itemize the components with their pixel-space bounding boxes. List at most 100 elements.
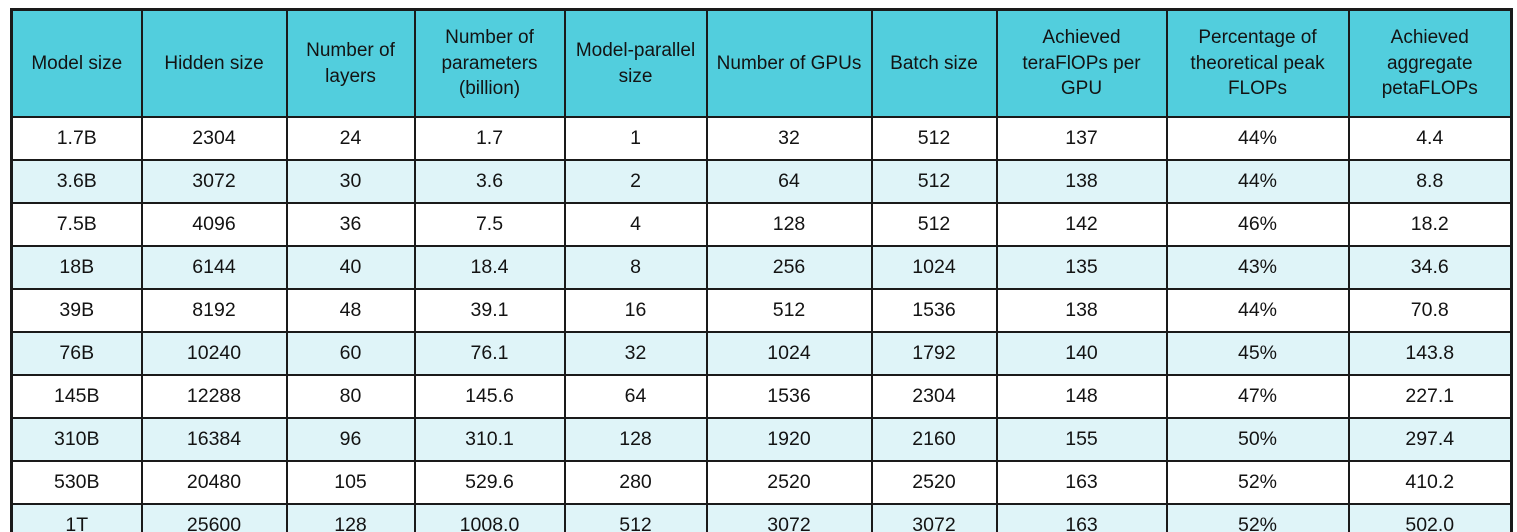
table-cell: 16	[563, 288, 708, 333]
table-cell: 1536	[705, 374, 873, 419]
table-row: 39B 8192 48 39.1 16 512 1536 138 44% 70.8	[10, 288, 1513, 333]
table-row: 145B 12288 80 145.6 64 1536 2304 148 47% 227.1	[10, 374, 1513, 419]
table-cell: 64	[563, 374, 708, 419]
table-cell: 20480	[140, 460, 288, 505]
table-cell: 39B	[10, 288, 143, 333]
table-cell: 3072	[870, 503, 998, 532]
table-cell: 18.4	[413, 245, 566, 290]
table-cell: 2304	[870, 374, 998, 419]
table-cell: 32	[705, 116, 873, 161]
table-cell: 7.5	[413, 202, 566, 247]
table-cell: 105	[285, 460, 416, 505]
table-cell: 32	[563, 331, 708, 376]
table-cell: 128	[705, 202, 873, 247]
table-row: 18B 6144 40 18.4 8 256 1024 135 43% 34.6	[10, 245, 1513, 290]
table-cell: 25600	[140, 503, 288, 532]
table-cell: 40	[285, 245, 416, 290]
table-row: 1T 25600 128 1008.0 512 3072 3072 163 52% 502.0	[10, 503, 1513, 532]
table-cell: 227.1	[1347, 374, 1513, 419]
table-cell: 138	[995, 159, 1168, 204]
table-cell: 1536	[870, 288, 998, 333]
table-cell: 64	[705, 159, 873, 204]
table-cell: 6144	[140, 245, 288, 290]
table-row: 1.7B 2304 24 1.7 1 32 512 137 44% 4.4	[10, 116, 1513, 161]
table-cell: 47%	[1165, 374, 1350, 419]
table-cell: 148	[995, 374, 1168, 419]
table-cell: 297.4	[1347, 417, 1513, 462]
table-cell: 163	[995, 460, 1168, 505]
table-cell: 44%	[1165, 288, 1350, 333]
table-cell: 18.2	[1347, 202, 1513, 247]
table-row: 3.6B 3072 30 3.6 2 64 512 138 44% 8.8	[10, 159, 1513, 204]
table-cell: 10240	[140, 331, 288, 376]
table-cell: 43%	[1165, 245, 1350, 290]
table-cell: 34.6	[1347, 245, 1513, 290]
table-cell: 16384	[140, 417, 288, 462]
table-cell: 3.6	[413, 159, 566, 204]
col-header-model-size: Model size	[10, 8, 143, 118]
col-header-number-of-gpus: Number of GPUs	[705, 8, 873, 118]
table-cell: 60	[285, 331, 416, 376]
table-cell: 4	[563, 202, 708, 247]
table-row: 7.5B 4096 36 7.5 4 128 512 142 46% 18.2	[10, 202, 1513, 247]
table-cell: 36	[285, 202, 416, 247]
table-cell: 128	[563, 417, 708, 462]
table-body: 1.7B 2304 24 1.7 1 32 512 137 44% 4.4 3.6B 3072 30 3.…	[10, 116, 1513, 532]
table-cell: 140	[995, 331, 1168, 376]
table-cell: 1792	[870, 331, 998, 376]
table-cell: 8.8	[1347, 159, 1513, 204]
model-scaling-table: Model size Hidden size Number of layers …	[10, 8, 1513, 532]
table-cell: 163	[995, 503, 1168, 532]
table-row: 310B 16384 96 310.1 128 1920 2160 155 50% 297.4	[10, 417, 1513, 462]
table-cell: 45%	[1165, 331, 1350, 376]
table-cell: 52%	[1165, 460, 1350, 505]
table-row: 76B 10240 60 76.1 32 1024 1792 140 45% 143.8	[10, 331, 1513, 376]
table-cell: 96	[285, 417, 416, 462]
col-header-model-parallel-size: Model-parallel size	[563, 8, 708, 118]
table-cell: 76.1	[413, 331, 566, 376]
table-cell: 39.1	[413, 288, 566, 333]
table-cell: 2520	[870, 460, 998, 505]
table-cell: 4.4	[1347, 116, 1513, 161]
table-cell: 44%	[1165, 116, 1350, 161]
table-cell: 18B	[10, 245, 143, 290]
table-cell: 44%	[1165, 159, 1350, 204]
table-cell: 142	[995, 202, 1168, 247]
table-cell: 70.8	[1347, 288, 1513, 333]
table-cell: 2160	[870, 417, 998, 462]
table-cell: 145B	[10, 374, 143, 419]
table-cell: 1024	[870, 245, 998, 290]
col-header-batch-size: Batch size	[870, 8, 998, 118]
table-cell: 529.6	[413, 460, 566, 505]
col-header-percentage-theoretical-peak-flops: Percentage of theoretical peak FLOPs	[1165, 8, 1350, 118]
table-cell: 1T	[10, 503, 143, 532]
table-cell: 1024	[705, 331, 873, 376]
table-cell: 143.8	[1347, 331, 1513, 376]
table-row: 530B 20480 105 529.6 280 2520 2520 163 52% 410.2	[10, 460, 1513, 505]
table-cell: 135	[995, 245, 1168, 290]
col-header-number-of-parameters: Number of parameters (billion)	[413, 8, 566, 118]
table-cell: 7.5B	[10, 202, 143, 247]
table-cell: 4096	[140, 202, 288, 247]
table-cell: 3072	[140, 159, 288, 204]
col-header-achieved-aggregate-petaflops: Achieved aggregate petaFLOPs	[1347, 8, 1513, 118]
table-cell: 138	[995, 288, 1168, 333]
table-cell: 410.2	[1347, 460, 1513, 505]
header-row: Model size Hidden size Number of layers …	[10, 8, 1513, 118]
table-cell: 512	[870, 159, 998, 204]
table-cell: 12288	[140, 374, 288, 419]
table-cell: 30	[285, 159, 416, 204]
table-cell: 76B	[10, 331, 143, 376]
table-cell: 512	[870, 116, 998, 161]
table-cell: 2304	[140, 116, 288, 161]
table-cell: 3072	[705, 503, 873, 532]
table-cell: 256	[705, 245, 873, 290]
table-cell: 280	[563, 460, 708, 505]
table-cell: 2520	[705, 460, 873, 505]
table-cell: 8192	[140, 288, 288, 333]
table-cell: 137	[995, 116, 1168, 161]
col-header-hidden-size: Hidden size	[140, 8, 288, 118]
table-cell: 530B	[10, 460, 143, 505]
table-cell: 80	[285, 374, 416, 419]
